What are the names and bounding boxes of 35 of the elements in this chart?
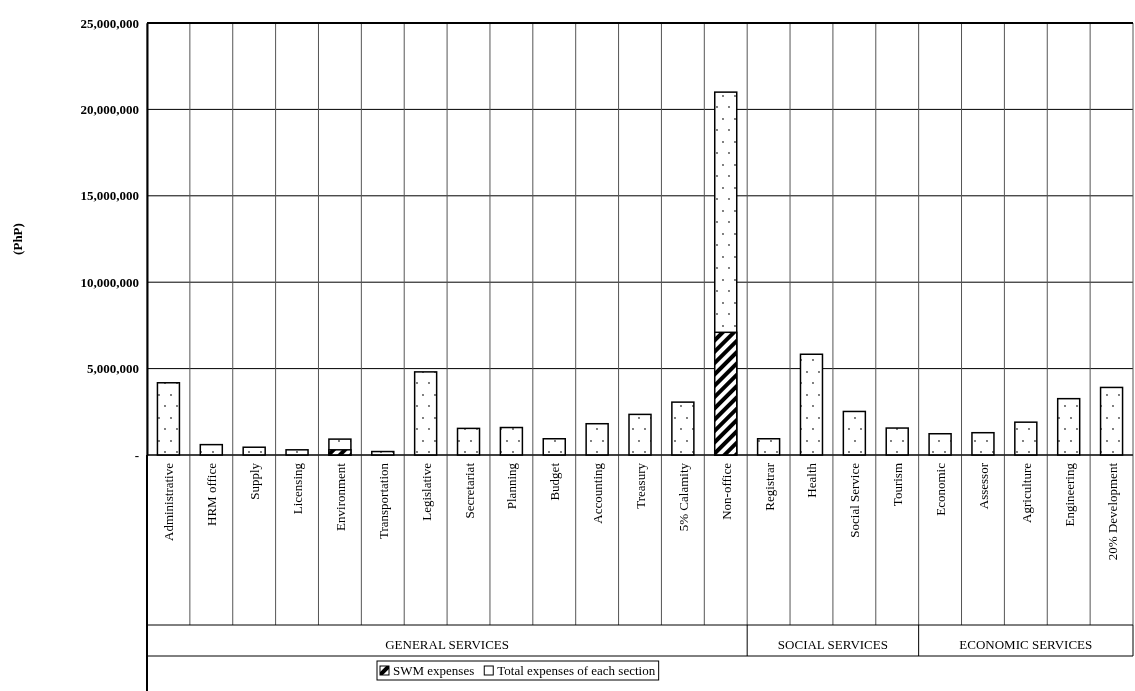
- y-tick-label: 10,000,000: [80, 274, 139, 290]
- legend-label: SWM expenses: [393, 663, 475, 678]
- x-tick-label: Budget: [547, 462, 563, 501]
- x-tick-label: Social Service: [847, 462, 863, 538]
- x-tick-label: 5% Calamity: [675, 462, 691, 532]
- y-tick-label: 5,000,000: [87, 361, 139, 377]
- legend-label: Total expenses of each section: [497, 663, 656, 678]
- text: SOCIAL SERVICES: [777, 637, 888, 652]
- x-tick-label: Agriculture: [1018, 462, 1034, 523]
- x-tick-label: HRM office: [204, 462, 220, 526]
- y-tick-label: 20,000,000: [80, 102, 139, 118]
- x-tick-label: Licensing: [290, 462, 306, 515]
- x-tick-label: Economic: [933, 462, 949, 516]
- x-tick-label: Administrative: [161, 462, 177, 541]
- y-axis-title: (PhP): [10, 223, 25, 255]
- x-tick-label: Transportation: [375, 462, 391, 540]
- x-tick-label: Assessor: [975, 462, 991, 510]
- x-tick-label: Non-office: [718, 462, 734, 520]
- text: GENERAL SERVICES: [385, 637, 509, 652]
- x-tick-label: Legislative: [418, 462, 434, 521]
- x-tick-label: Registrar: [761, 462, 777, 511]
- x-tick-label: Supply: [247, 462, 263, 500]
- x-tick-label: Health: [804, 462, 820, 498]
- y-tick-label: -: [134, 447, 139, 463]
- text: ECONOMIC SERVICES: [959, 637, 1093, 652]
- x-tick-label: 20% Development: [1104, 462, 1120, 561]
- x-tick-label: Treasury: [633, 462, 648, 509]
- y-tick-label: 15,000,000: [80, 188, 139, 204]
- x-tick-label: Tourism: [890, 463, 906, 507]
- x-tick-label: Planning: [504, 462, 520, 510]
- y-tick-label: 25,000,000: [80, 15, 139, 31]
- x-tick-label: Engineering: [1061, 462, 1077, 527]
- x-tick-label: Environment: [332, 462, 348, 531]
- x-tick-label: Accounting: [590, 462, 606, 524]
- x-tick-label: Secretariat: [461, 462, 477, 519]
